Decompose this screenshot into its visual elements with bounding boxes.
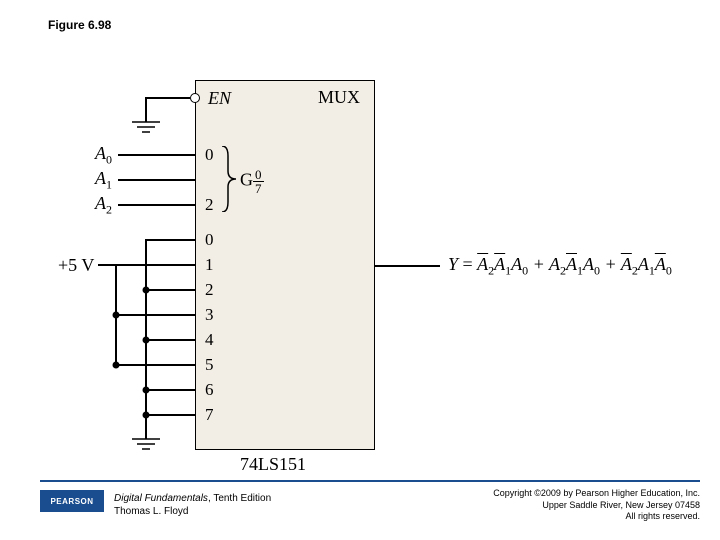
pearson-logo: PEARSON bbox=[40, 490, 104, 512]
mux-title: MUX bbox=[318, 87, 360, 108]
copyright: Copyright ©2009 by Pearson Higher Educat… bbox=[493, 488, 700, 523]
enable-label: EN bbox=[208, 88, 231, 109]
ground-icon bbox=[132, 438, 160, 454]
d2: 2 bbox=[205, 280, 214, 300]
footer-divider bbox=[40, 480, 700, 482]
circuit-diagram: MUX EN 0 2 G07 A0 A1 A2 0 1 2 3 4 5 6 7 bbox=[40, 50, 680, 480]
vcc-stub bbox=[98, 264, 116, 266]
brace-icon bbox=[220, 146, 238, 212]
d3: 3 bbox=[205, 305, 214, 325]
g-den: 7 bbox=[253, 182, 264, 195]
book-edition: , Tenth Edition bbox=[208, 493, 271, 504]
junction-dot bbox=[143, 387, 150, 394]
g-label: G07 bbox=[240, 168, 264, 195]
d2-wire bbox=[145, 289, 195, 291]
junction-dot bbox=[113, 312, 120, 319]
d1-wire bbox=[115, 264, 195, 266]
book-info: Digital Fundamentals, Tenth Edition Thom… bbox=[114, 492, 271, 518]
a2-wire bbox=[118, 204, 195, 206]
d7-wire bbox=[145, 414, 195, 416]
d4-wire bbox=[145, 339, 195, 341]
output-equation: Y = A2A1A0 + A2A1A0 + A2A1A0 bbox=[448, 254, 672, 279]
d5-wire bbox=[115, 364, 195, 366]
inversion-bubble bbox=[190, 93, 200, 103]
d7: 7 bbox=[205, 405, 214, 425]
figure-label: Figure 6.98 bbox=[48, 18, 111, 32]
d6-wire bbox=[145, 389, 195, 391]
copyright-line1: Copyright ©2009 by Pearson Higher Educat… bbox=[493, 488, 700, 498]
junction-dot bbox=[143, 337, 150, 344]
junction-dot bbox=[113, 362, 120, 369]
book-title: Digital Fundamentals bbox=[114, 493, 208, 504]
a0-wire bbox=[118, 154, 195, 156]
d4: 4 bbox=[205, 330, 214, 350]
a1-wire bbox=[118, 179, 195, 181]
mux-box bbox=[195, 80, 375, 450]
copyright-line3: All rights reserved. bbox=[625, 511, 700, 521]
en-wire-v bbox=[145, 97, 147, 122]
part-number: 74LS151 bbox=[240, 454, 306, 475]
sel-2: 2 bbox=[205, 195, 214, 215]
junction-dot bbox=[143, 412, 150, 419]
d0-wire bbox=[145, 239, 195, 241]
sel-0: 0 bbox=[205, 145, 214, 165]
d6: 6 bbox=[205, 380, 214, 400]
copyright-line2: Upper Saddle River, New Jersey 07458 bbox=[542, 500, 700, 510]
vcc-label: +5 V bbox=[58, 255, 94, 276]
g-num: 0 bbox=[253, 168, 264, 182]
book-author: Thomas L. Floyd bbox=[114, 506, 188, 517]
d3-wire bbox=[115, 314, 195, 316]
junction-dot bbox=[143, 287, 150, 294]
d1: 1 bbox=[205, 255, 214, 275]
d5: 5 bbox=[205, 355, 214, 375]
en-wire-h bbox=[145, 97, 190, 99]
a1-label: A1 bbox=[95, 168, 112, 193]
output-var: Y bbox=[448, 254, 458, 274]
d0: 0 bbox=[205, 230, 214, 250]
a2-label: A2 bbox=[95, 193, 112, 218]
ground-icon bbox=[132, 121, 160, 137]
a0-label: A0 bbox=[95, 143, 112, 168]
g-letter: G bbox=[240, 170, 253, 190]
output-wire bbox=[375, 265, 440, 267]
